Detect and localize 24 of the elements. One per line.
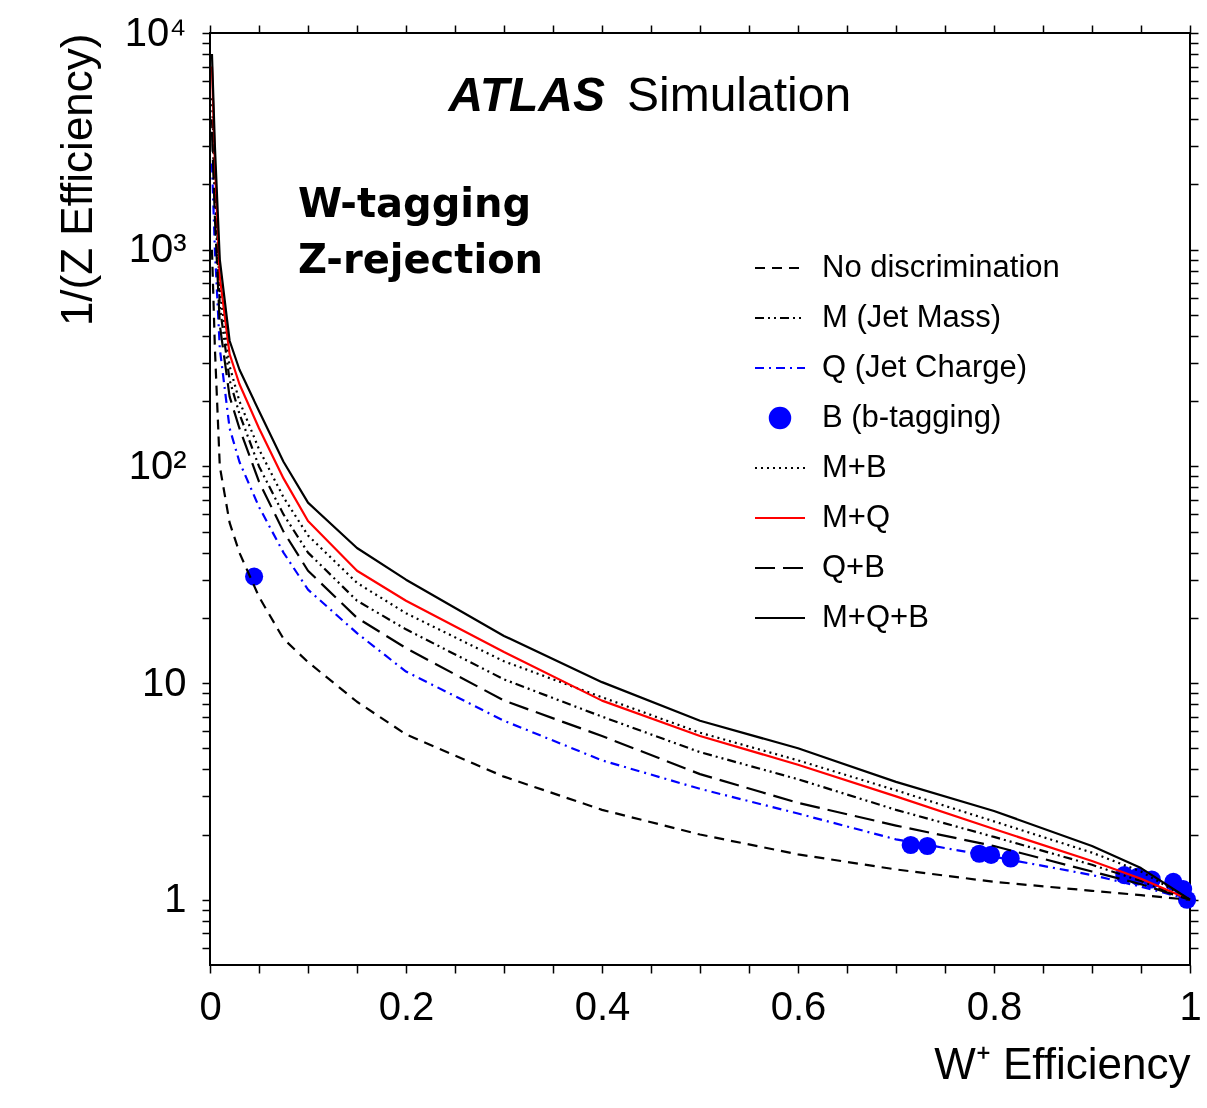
- y-tick-label: 1: [164, 876, 187, 921]
- x-tick-label: 0.6: [770, 983, 827, 1028]
- legend-label: No discrimination: [822, 249, 1060, 284]
- legend-label: B (b-tagging): [822, 399, 1002, 434]
- y-tick-label: 10³: [128, 226, 187, 271]
- legend-label: M+Q: [822, 499, 891, 534]
- legend-label: Q+B: [822, 549, 885, 584]
- legend-label: Q (Jet Charge): [822, 349, 1028, 384]
- x-tick-label: 0: [199, 983, 222, 1028]
- x-tick-label: 0.8: [966, 983, 1023, 1028]
- annotation: W-tagging: [298, 180, 532, 226]
- x-tick-label: 0.2: [378, 983, 435, 1028]
- legend-label: M (Jet Mass): [822, 299, 1002, 334]
- x-axis-title: W⁺ Efficiency: [934, 1038, 1191, 1088]
- annotation: Z-rejection: [298, 236, 544, 282]
- y-tick-label: 10²: [128, 442, 187, 487]
- legend-label: M+Q+B: [822, 599, 929, 634]
- legend-label: M+B: [822, 449, 887, 484]
- y-axis-title: 1/(Z Efficiency): [51, 33, 101, 327]
- y-tick-label: 10: [142, 659, 187, 704]
- x-tick-label: 1: [1179, 983, 1202, 1028]
- y-tick-label: 10⁴: [124, 9, 187, 54]
- annotation: ATLAS Simulation: [447, 68, 852, 121]
- x-tick-label: 0.4: [574, 983, 631, 1028]
